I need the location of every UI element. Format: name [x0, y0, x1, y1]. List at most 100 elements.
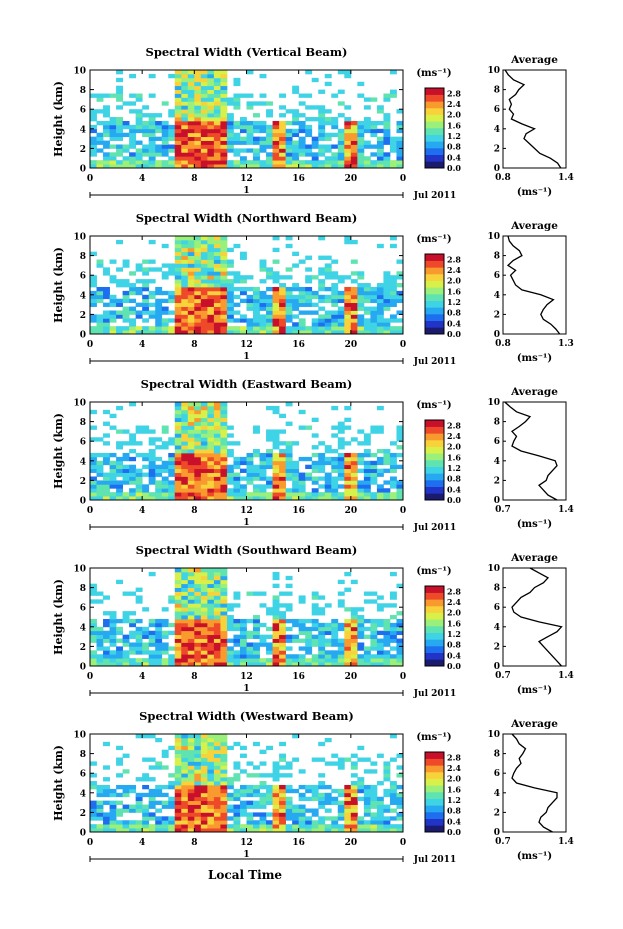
heatmap-cell	[90, 437, 97, 442]
y-tick-label: 10	[73, 399, 86, 409]
heatmap-cell	[259, 761, 267, 766]
heatmap-cell	[181, 575, 189, 581]
heatmap-cell	[266, 492, 273, 497]
heatmap-cell	[337, 642, 345, 647]
colorbar-segment	[425, 128, 444, 135]
heatmap-cell	[383, 152, 391, 157]
heatmap-cell	[194, 646, 202, 651]
heatmap-cell	[213, 417, 221, 422]
heatmap-cell	[279, 128, 287, 134]
heatmap-cell	[207, 484, 215, 489]
heatmap-cell	[279, 496, 287, 501]
heatmap-cell	[363, 322, 371, 327]
heatmap-cell	[259, 492, 267, 497]
heatmap-cell	[90, 460, 97, 466]
heatmap-cell	[305, 290, 313, 296]
heatmap-cell	[103, 271, 110, 276]
colorbar-segment	[425, 592, 444, 600]
heatmap-cell	[194, 741, 202, 747]
heatmap-cell	[207, 658, 215, 663]
heatmap-cell	[266, 136, 273, 141]
heatmap-cell	[213, 294, 221, 300]
heatmap-cell	[129, 646, 137, 651]
heatmap-cell	[181, 464, 189, 470]
heatmap-cell	[135, 808, 143, 813]
heatmap-cell	[233, 275, 241, 280]
heatmap-cell	[181, 571, 189, 577]
heatmap-cell	[324, 160, 332, 165]
heatmap-cell	[96, 314, 104, 319]
heatmap-cell	[194, 437, 202, 442]
heatmap-cell	[200, 132, 208, 138]
heatmap-cell	[253, 788, 260, 794]
heatmap-cell	[318, 113, 326, 118]
heatmap-cell	[285, 164, 293, 169]
heatmap-cell	[272, 784, 280, 790]
heatmap-cell	[161, 140, 169, 145]
heatmap-cell	[279, 136, 287, 141]
heatmap-cell	[200, 290, 208, 296]
heatmap-cell	[148, 314, 156, 319]
heatmap-cell	[331, 630, 339, 636]
heatmap-cell	[396, 753, 404, 758]
heatmap-cell	[181, 745, 189, 751]
heatmap-cell	[220, 800, 228, 805]
heatmap-cell	[233, 792, 241, 798]
heatmap-cell	[187, 290, 195, 296]
heatmap-cell	[233, 140, 241, 145]
heatmap-cell	[200, 314, 208, 319]
heatmap-cell	[370, 796, 378, 802]
heatmap-cell	[200, 741, 208, 747]
heatmap-cell	[357, 630, 365, 636]
heatmap-cell	[357, 136, 365, 141]
heatmap-cell	[292, 634, 300, 639]
heatmap-cell	[305, 148, 313, 153]
heatmap-cell	[187, 468, 195, 473]
heatmap-cell	[90, 290, 97, 296]
heatmap-cell	[279, 622, 287, 628]
heatmap-cell	[220, 437, 228, 442]
heatmap-cell	[200, 402, 208, 407]
heatmap-cell	[194, 259, 202, 264]
heatmap-cell	[357, 634, 365, 639]
heatmap-cell	[174, 492, 182, 497]
heatmap-cell	[155, 761, 163, 766]
heatmap-cell	[383, 97, 391, 102]
heatmap-cell	[142, 630, 150, 636]
heatmap-cell	[337, 140, 345, 145]
heatmap-cell	[220, 452, 228, 458]
heatmap-cell	[207, 77, 215, 83]
heatmap-cell	[103, 646, 110, 651]
heatmap-cell	[187, 132, 195, 138]
heatmap-cell	[155, 800, 163, 805]
heatmap-cell	[161, 124, 169, 130]
heatmap-cell	[200, 120, 208, 126]
heatmap-cell	[103, 630, 110, 636]
heatmap-cell	[181, 247, 189, 253]
heatmap-cell	[122, 480, 130, 485]
heatmap-cell	[148, 662, 156, 667]
heatmap-cell	[194, 496, 202, 501]
heatmap-cell	[318, 105, 326, 110]
y-tick-label: 6	[80, 272, 86, 282]
heatmap-cell	[90, 140, 97, 145]
heatmap-cell	[331, 824, 339, 829]
colorbar-segment	[425, 812, 444, 819]
heatmap-cell	[389, 816, 397, 821]
heatmap-cell	[187, 255, 195, 260]
heatmap-cell	[370, 97, 378, 102]
heatmap-cell	[96, 464, 104, 470]
heatmap-cell	[298, 286, 306, 292]
heatmap-cell	[213, 654, 221, 659]
heatmap-cell	[285, 298, 293, 304]
heatmap-cell	[266, 800, 273, 805]
heatmap-cell	[161, 496, 169, 501]
heatmap-cell	[168, 745, 176, 751]
heatmap-cell	[318, 484, 326, 489]
heatmap-cell	[148, 468, 156, 473]
heatmap-cell	[324, 654, 332, 659]
heatmap-cell	[292, 618, 300, 624]
heatmap-cell	[213, 330, 221, 335]
heatmap-cell	[376, 310, 384, 315]
heatmap-cell	[220, 89, 228, 94]
